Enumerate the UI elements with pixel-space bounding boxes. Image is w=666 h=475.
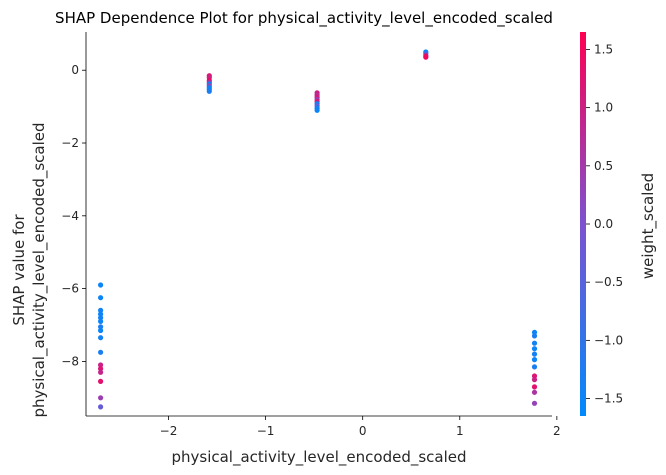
- x-tick-label: 2: [553, 424, 561, 438]
- axes: [85, 32, 552, 417]
- y-axis-label-line-2: physical_activity_level_encoded_scaled: [30, 122, 49, 417]
- colorbar-ticks: 1.5 1.0 0.5 0.0 −0.5 −1.0 −1.5: [586, 42, 623, 406]
- scatter-point: [98, 318, 104, 324]
- scatter-point: [98, 307, 104, 313]
- colorbar-label: weight_scaled: [639, 173, 658, 279]
- scatter-point: [531, 340, 538, 346]
- colorbar-tick-label: 0.5: [594, 159, 613, 173]
- scatter-point: [98, 295, 104, 301]
- y-tick-label: −8: [61, 354, 79, 368]
- y-tick-label: 0: [71, 63, 79, 77]
- x-ticks: −2 −1 0 1 2: [160, 416, 561, 438]
- scatter-point: [531, 357, 538, 363]
- scatter-point: [531, 384, 538, 390]
- y-tick-label: −2: [61, 136, 79, 150]
- scatter-point: [98, 378, 104, 384]
- scatter-point: [98, 362, 104, 368]
- scatter-point: [314, 107, 320, 113]
- scatter-point: [98, 335, 104, 341]
- scatter-point: [531, 377, 538, 383]
- scatter-point: [531, 364, 538, 370]
- chart-title: SHAP Dependence Plot for physical_activi…: [55, 9, 553, 28]
- scatter-point: [531, 373, 538, 379]
- colorbar-tick-label: 1.5: [594, 42, 613, 56]
- scatter-point: [98, 349, 104, 355]
- scatter-point: [98, 395, 104, 401]
- scatter-point: [206, 88, 212, 94]
- scatter-point: [98, 369, 104, 375]
- scatter-point: [98, 311, 104, 317]
- scatter-point: [531, 346, 538, 352]
- y-tick-label: −6: [61, 282, 79, 296]
- scatter-point: [98, 366, 104, 372]
- colorbar-tick-label: −1.5: [594, 392, 623, 406]
- scatter-point: [531, 329, 538, 335]
- scatter-point: [531, 351, 538, 357]
- colorbar-tick-label: −1.0: [594, 333, 623, 347]
- scatter-point: [531, 389, 538, 395]
- scatter-point: [98, 327, 104, 334]
- scatter-point: [423, 54, 429, 60]
- y-tick-label: −4: [61, 209, 79, 223]
- scatter-point: [98, 315, 104, 321]
- x-tick-label: −2: [160, 424, 178, 438]
- colorbar-tick-label: −0.5: [594, 275, 623, 289]
- x-axis-label: physical_activity_level_encoded_scaled: [171, 448, 466, 467]
- colorbar-tick-label: 0.0: [594, 217, 613, 231]
- y-axis-label-line-1: SHAP value for: [10, 214, 28, 326]
- scatter-point: [98, 404, 104, 410]
- colorbar-tick-label: 1.0: [594, 101, 613, 115]
- y-axis-label: SHAP value for physical_activity_level_e…: [10, 122, 49, 417]
- scatter-points: [98, 49, 538, 410]
- x-tick-label: −1: [257, 424, 275, 438]
- scatter-point: [531, 400, 538, 406]
- scatter-point: [98, 282, 104, 288]
- scatter-point: [98, 324, 104, 330]
- colorbar: [580, 32, 586, 416]
- x-tick-label: 0: [359, 424, 367, 438]
- scatter-point: [531, 333, 538, 339]
- colorbar-label-text: weight_scaled: [639, 173, 658, 279]
- x-tick-label: 1: [456, 424, 464, 438]
- y-ticks: 0 −2 −4 −6 −8: [61, 63, 86, 368]
